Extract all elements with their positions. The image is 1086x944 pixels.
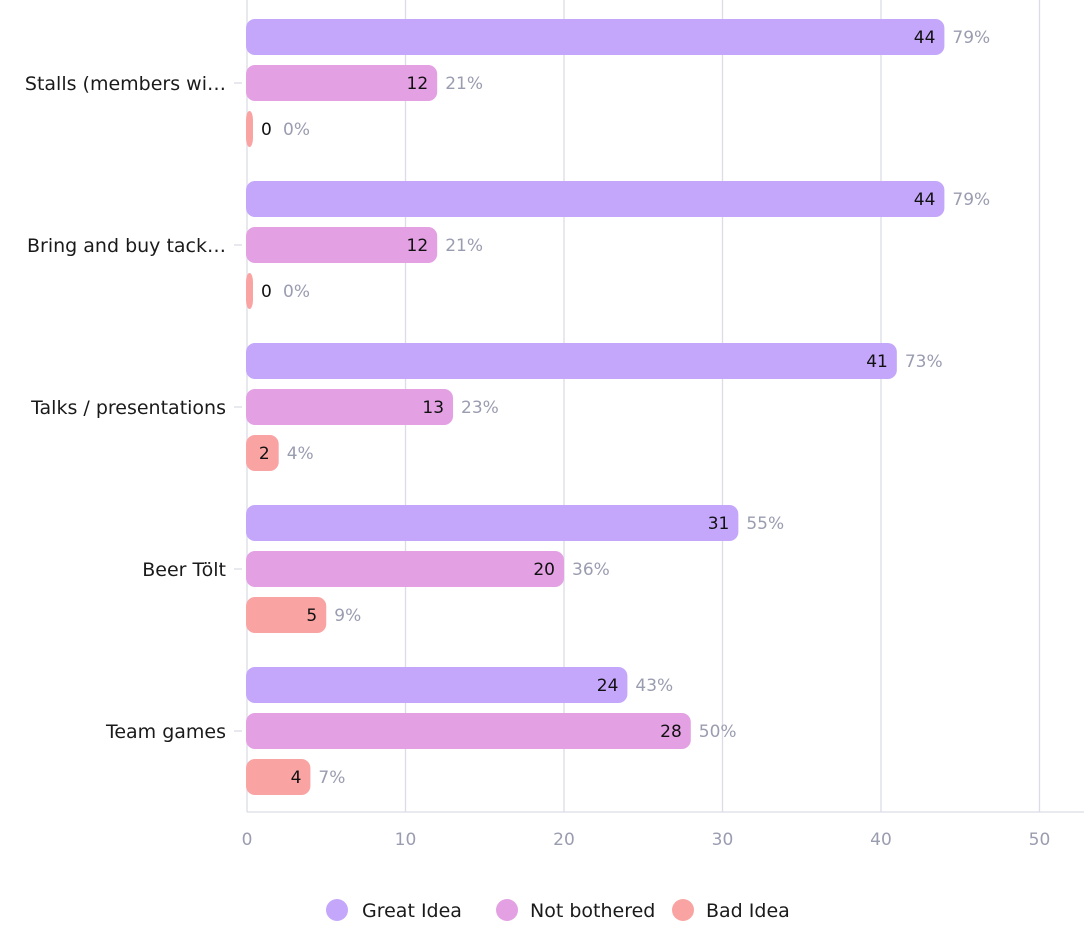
category-label: Bring and buy tack… — [27, 235, 226, 257]
percent-label: 4% — [287, 444, 314, 464]
percent-label: 23% — [461, 398, 499, 418]
bar-not-bothered[interactable] — [246, 389, 454, 425]
percent-label: 0% — [283, 282, 310, 302]
percent-label: 79% — [952, 28, 990, 48]
bar-not-bothered[interactable] — [246, 551, 564, 587]
legend-swatch — [672, 899, 694, 921]
percent-label: 0% — [283, 120, 310, 140]
percent-label: 36% — [572, 560, 610, 580]
percent-label: 21% — [445, 74, 483, 94]
x-tick-label: 40 — [870, 830, 892, 850]
x-tick-label: 30 — [712, 830, 734, 850]
category-label: Stalls (members wi… — [25, 73, 226, 95]
value-label: 2 — [259, 444, 270, 464]
value-label: 44 — [914, 190, 936, 210]
value-label: 24 — [597, 676, 619, 696]
bar-not-bothered[interactable] — [246, 713, 691, 749]
value-label: 0 — [261, 120, 272, 140]
value-label: 5 — [306, 606, 317, 626]
value-label: 20 — [533, 560, 555, 580]
percent-label: 43% — [635, 676, 673, 696]
percent-label: 79% — [952, 190, 990, 210]
x-tick-label: 0 — [242, 830, 253, 850]
bar-bad-idea[interactable] — [246, 435, 279, 471]
percent-label: 7% — [318, 768, 345, 788]
bar-great-idea[interactable] — [246, 19, 945, 55]
value-label: 4 — [291, 768, 302, 788]
bar-bad-idea[interactable] — [246, 759, 311, 795]
value-label: 0 — [261, 282, 272, 302]
bar-not-bothered[interactable] — [246, 65, 438, 101]
legend-label: Bad Idea — [706, 900, 790, 922]
bar-great-idea[interactable] — [246, 667, 628, 703]
legend-swatch — [326, 899, 348, 921]
legend-swatch — [496, 899, 518, 921]
value-label: 44 — [914, 28, 936, 48]
percent-label: 9% — [334, 606, 361, 626]
bar-great-idea[interactable] — [246, 181, 945, 217]
x-tick-label: 10 — [395, 830, 417, 850]
bar-great-idea[interactable] — [246, 343, 897, 379]
x-tick-label: 20 — [553, 830, 575, 850]
bar-bad-idea[interactable] — [246, 273, 253, 309]
bar-bad-idea[interactable] — [246, 111, 253, 147]
percent-label: 73% — [905, 352, 943, 372]
category-label: Beer Tölt — [142, 559, 226, 581]
category-label: Team games — [105, 721, 226, 743]
value-label: 28 — [660, 722, 682, 742]
value-label: 12 — [407, 74, 429, 94]
x-tick-label: 50 — [1029, 830, 1051, 850]
value-label: 12 — [407, 236, 429, 256]
legend-label: Not bothered — [530, 900, 655, 922]
value-label: 41 — [866, 352, 888, 372]
bar-bad-idea[interactable] — [246, 597, 327, 633]
percent-label: 21% — [445, 236, 483, 256]
bar-not-bothered[interactable] — [246, 227, 438, 263]
category-label: Talks / presentations — [30, 397, 226, 419]
percent-label: 55% — [746, 514, 784, 534]
value-label: 31 — [708, 514, 730, 534]
legend-label: Great Idea — [362, 900, 462, 922]
value-label: 13 — [422, 398, 444, 418]
bar-great-idea[interactable] — [246, 505, 739, 541]
percent-label: 50% — [699, 722, 737, 742]
